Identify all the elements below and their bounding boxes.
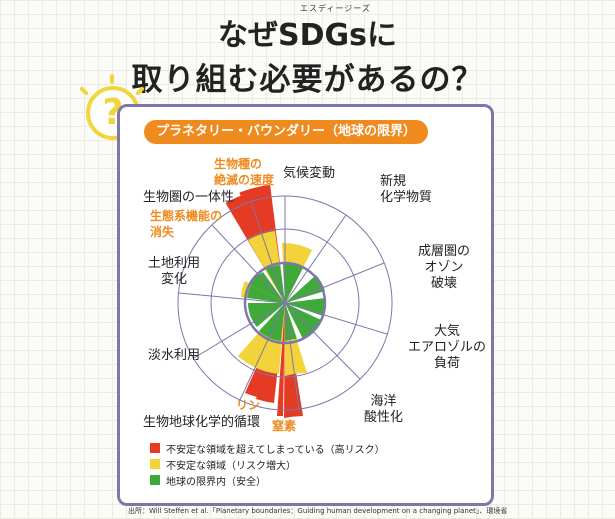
title-ruby: エスディージーズ: [300, 4, 371, 13]
wedge-land-green: [247, 285, 285, 303]
label-aerosol: 大気 エアロゾルの 負荷: [408, 324, 487, 371]
wedge-climate-green: [283, 263, 303, 303]
label-ecosystem: 生態系機能の 消失: [150, 209, 223, 239]
label-water: 淡水利用: [148, 348, 201, 363]
legend-item-safe: 地球の限界内（安全）: [150, 472, 385, 488]
wedge-extinction-green: [266, 265, 285, 303]
source-citation: 出所：Will Steffen et al.「Planetary boundar…: [128, 507, 508, 515]
legend-swatch-yellow: [150, 459, 160, 469]
diagram-title-tag: プラネタリー・バウンダリー（地球の限界）: [144, 120, 429, 144]
label-acid: 海洋 酸性化: [364, 394, 404, 425]
wedge-phosphorus-green: [259, 303, 285, 341]
page-title-line2: 取り組む必要があるの？: [131, 62, 484, 98]
label-ozone: 成層圏の オゾン 破壊: [418, 244, 471, 291]
legend-item-increasing-risk: 不安定な領域（リスク増大）: [150, 456, 385, 472]
label-biosphere: 生物圏の一体性: [143, 190, 235, 205]
legend: 不安定な領域を超えてしまっている（高リスク） 不安定な領域（リスク増大） 地球の…: [150, 440, 385, 488]
label-land: 土地利用 変化: [148, 256, 201, 287]
legend-swatch-red: [150, 443, 160, 453]
decoration-dash: [110, 74, 114, 84]
wedge-aerosol: [285, 298, 326, 316]
label-phosphorus: リン: [236, 398, 261, 412]
label-biogeo: 生物地球化学的循環: [143, 415, 261, 430]
legend-swatch-green: [150, 475, 160, 485]
label-nitrogen: 窒素: [272, 419, 297, 433]
legend-item-high-risk: 不安定な領域を超えてしまっている（高リスク）: [150, 440, 385, 456]
label-chemicals: 新規 化学物質: [380, 174, 433, 205]
wedge-land-green2: [249, 272, 285, 303]
wedge-nitrogen-red: [277, 303, 285, 416]
label-extinction: 生物種の 絶滅の速度: [214, 157, 275, 187]
wedge-nitrogen-green: [285, 303, 297, 341]
label-climate: 気候変動: [283, 166, 336, 181]
wedge-ozone: [285, 275, 325, 303]
page-title-line1: なぜSDGsに: [218, 18, 397, 53]
